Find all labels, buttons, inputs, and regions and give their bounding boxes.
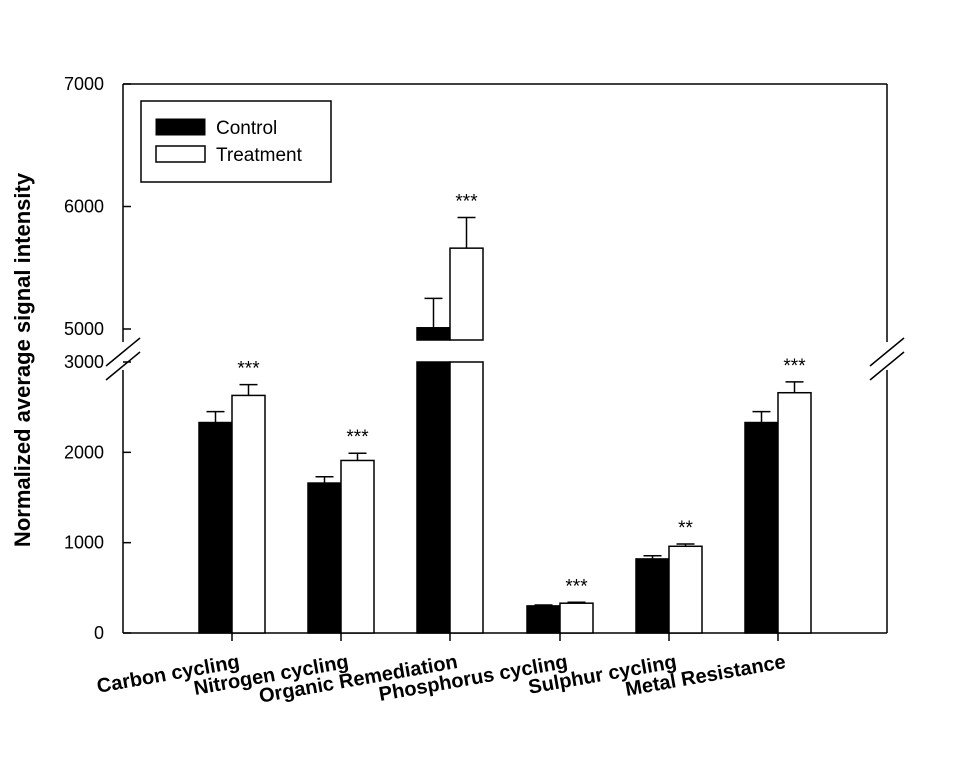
y-tick-label: 7000 [64, 74, 104, 94]
bar-break-gap [448, 341, 485, 361]
y-tick-label: 5000 [64, 319, 104, 339]
bar-treatment [340, 459, 375, 634]
axis-break-left [105, 337, 141, 381]
bar-treatment [668, 545, 703, 634]
bar-break-gap [415, 341, 452, 361]
significance-label: *** [237, 359, 260, 380]
legend: Control Treatment [140, 100, 332, 183]
bar-treatment [231, 394, 266, 634]
y-tick-label: 0 [94, 623, 104, 643]
bar-treatment [777, 391, 812, 634]
bar-control [635, 558, 670, 634]
bars: ***************** [198, 192, 812, 641]
bar-control [198, 421, 233, 634]
y-tick-label: 6000 [64, 197, 104, 217]
legend-swatch-treatment [155, 145, 206, 163]
legend-label-control: Control [216, 118, 277, 139]
legend-label-treatment: Treatment [216, 145, 303, 166]
bar-control [744, 421, 779, 634]
bar-treatment [449, 361, 484, 634]
y-tick-label: 2000 [64, 442, 104, 462]
significance-label: *** [346, 427, 369, 448]
bar-treatment [559, 602, 594, 634]
significance-label: *** [783, 356, 806, 377]
bar-control [416, 327, 451, 341]
y-axis-label: Normalized average signal intensity [10, 172, 35, 547]
significance-label: *** [455, 192, 478, 213]
bar-treatment [449, 247, 484, 341]
bar-control [526, 605, 561, 634]
legend-box [140, 100, 332, 183]
y-axis-ticks: 0 1000 2000 3000 5000 6000 7000 [64, 74, 131, 643]
y-tick-label: 1000 [64, 533, 104, 553]
y-tick-label: 3000 [64, 352, 104, 372]
axis-break-right [869, 337, 905, 381]
legend-swatch-control [155, 118, 206, 136]
significance-label: *** [565, 576, 588, 597]
bar-control [307, 482, 342, 634]
significance-label: ** [678, 518, 693, 539]
bar-control [416, 361, 451, 634]
